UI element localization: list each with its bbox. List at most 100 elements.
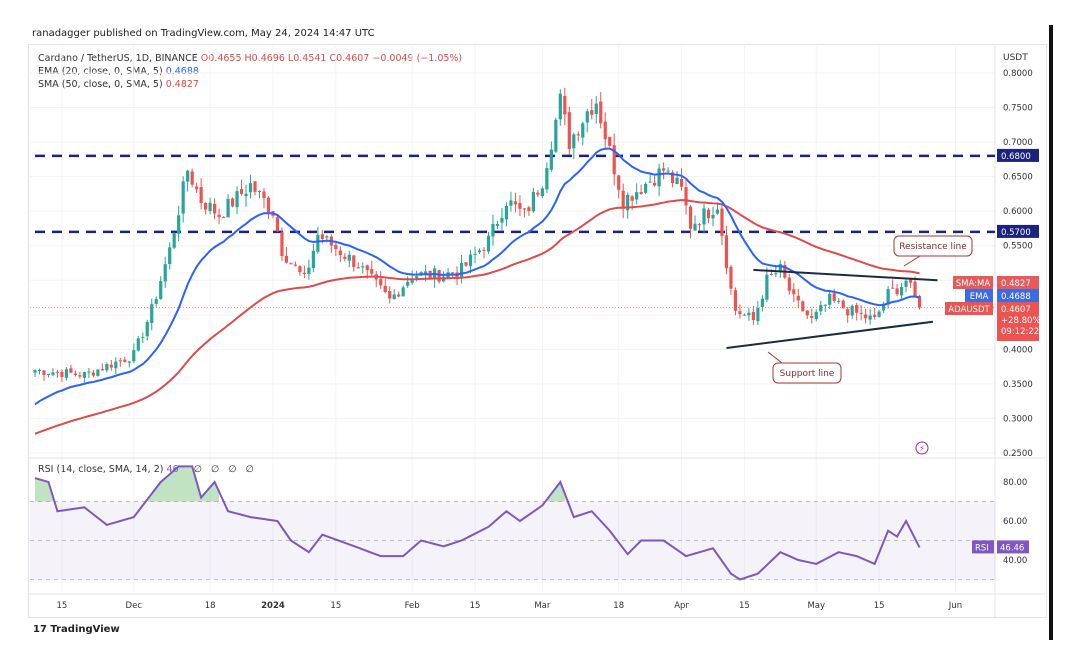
candle-body xyxy=(917,295,922,308)
candle-body xyxy=(109,364,113,368)
candle-body xyxy=(504,206,509,220)
candle-body xyxy=(181,181,185,214)
candle-body xyxy=(100,368,104,371)
candle-body xyxy=(904,280,908,287)
candle-body xyxy=(603,121,607,140)
candle-body xyxy=(617,175,621,190)
candle-body xyxy=(653,182,657,186)
candle-body xyxy=(635,192,639,200)
time-tick-label: 15 xyxy=(874,601,885,611)
candle-body xyxy=(320,234,324,239)
candle-body xyxy=(477,250,482,253)
rsi-badge: RSI 46.46 xyxy=(972,540,1029,554)
sma-badge: SMA:MA 0.4827 xyxy=(953,276,1039,289)
time-tick-label: Jun xyxy=(948,601,962,611)
candle-body xyxy=(684,187,688,206)
callout-box xyxy=(772,362,842,384)
time-tick-label: 15 xyxy=(470,601,481,611)
candle-body xyxy=(850,305,854,316)
time-tick-label: 18 xyxy=(613,601,624,611)
candle-body xyxy=(837,300,841,302)
rsi-extra: ∅ ∅ ∅ ∅ xyxy=(193,464,257,475)
candle-body xyxy=(325,236,329,238)
candle-body xyxy=(527,207,531,212)
candle-body xyxy=(190,171,194,185)
candle-body xyxy=(69,368,73,373)
candle-body xyxy=(195,186,199,190)
price-tick-label: 0.3500 xyxy=(1003,380,1033,390)
candle-body xyxy=(397,294,401,297)
badge-label-bg xyxy=(953,276,993,289)
candle-body xyxy=(756,307,760,322)
candle-body xyxy=(118,360,122,362)
candle-body xyxy=(473,253,477,255)
candle-body xyxy=(590,110,594,115)
sma-label[interactable]: SMA (50, close, 0, SMA, 5) xyxy=(38,79,163,90)
candle-body xyxy=(280,232,284,257)
badge-value: 0.4827 xyxy=(1001,279,1031,289)
symbol-label[interactable]: Cardano / TetherUS, 1D, BINANCE xyxy=(38,53,198,64)
screen-edge xyxy=(1049,25,1053,640)
candle-body xyxy=(612,145,616,175)
time-tick-label: Dec xyxy=(126,601,143,611)
badge-label: EMA xyxy=(970,292,989,302)
candle-body xyxy=(868,315,872,320)
candle-body xyxy=(702,208,706,225)
candle-body xyxy=(554,119,558,152)
price-tick-label: 0.7500 xyxy=(1003,104,1033,114)
candle-body xyxy=(347,254,351,261)
lightning-icon xyxy=(915,441,929,455)
candle-body xyxy=(150,304,154,324)
time-tick-label: Apr xyxy=(674,601,689,611)
rsi-label[interactable]: RSI (14, close, SMA, 14, 2) xyxy=(38,464,164,475)
badge-value-bg xyxy=(997,302,1039,341)
candle-body xyxy=(450,272,455,274)
candle-body xyxy=(298,266,302,273)
candle-body xyxy=(361,266,365,268)
time-tick-label: 15 xyxy=(739,601,750,611)
candle-body xyxy=(801,301,805,312)
candle-body xyxy=(518,203,522,209)
time-tick-label: 15 xyxy=(57,601,68,611)
time-tick-label: May xyxy=(807,601,825,611)
candle-body xyxy=(464,262,468,266)
time-tick-label: 2024 xyxy=(261,601,285,611)
candle-body xyxy=(105,364,109,371)
time-tick-label: 18 xyxy=(205,601,216,611)
candle-body xyxy=(558,93,562,120)
badge-value: 0.5700 xyxy=(1001,228,1031,238)
candle-body xyxy=(648,181,652,183)
candle-body xyxy=(890,287,895,289)
candle-body xyxy=(877,311,881,317)
candle-body xyxy=(46,374,51,376)
currency-label[interactable]: USDT xyxy=(1003,53,1028,63)
price-tick-label: 0.6000 xyxy=(1003,207,1033,217)
candle-body xyxy=(621,190,625,209)
lightning-icon-glyph: ⚡ xyxy=(919,444,925,453)
candle-body xyxy=(199,187,203,204)
candle-body xyxy=(711,214,715,219)
candle-body xyxy=(792,289,796,295)
candle-body xyxy=(509,200,513,206)
candle-body xyxy=(495,223,500,226)
candle-body xyxy=(688,206,693,229)
candle-body xyxy=(846,309,850,316)
candle-body xyxy=(424,271,428,274)
candle-body xyxy=(899,286,904,296)
resistance-callout: Resistance line xyxy=(893,235,973,267)
ema-label[interactable]: EMA (20, close, 0, SMA, 5) xyxy=(38,66,163,77)
candle-body xyxy=(289,263,293,265)
ema-20-line xyxy=(34,147,920,406)
candle-body xyxy=(253,181,257,192)
candle-body xyxy=(697,224,702,226)
candle-body xyxy=(91,372,95,376)
badge-value: 09:12:22 xyxy=(1001,327,1039,337)
badge-label: ADAUSDT xyxy=(948,305,990,315)
candle-body xyxy=(33,370,37,373)
support-trendline xyxy=(726,320,934,349)
candle-body xyxy=(221,217,226,219)
badge-value: 0.4607 xyxy=(1001,305,1031,315)
candle-body xyxy=(284,255,289,263)
candle-body xyxy=(819,305,823,312)
